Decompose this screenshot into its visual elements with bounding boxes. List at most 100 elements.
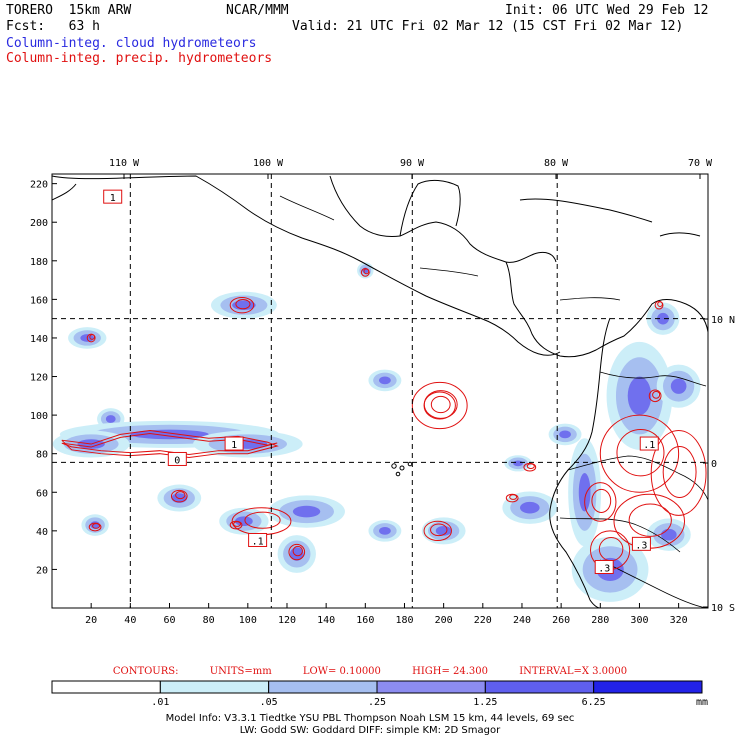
- left-tick-label: 40: [36, 527, 48, 538]
- bottom-tick-label: 320: [670, 615, 688, 626]
- cloud-blob-core: [670, 378, 687, 394]
- colorbar-segment: [268, 680, 378, 694]
- contour-label-box: [103, 189, 123, 204]
- contour-label-box: [631, 536, 651, 551]
- cloud-blob-core: [559, 430, 571, 439]
- colorbar-label: .05: [260, 697, 278, 708]
- colorbar-segment: [484, 680, 595, 694]
- colorbar: .01 .05 .25 1.25 6.25 mm: [51, 680, 708, 708]
- cuba-coastline: [519, 198, 653, 223]
- contour-label: 1: [110, 193, 116, 204]
- contour-label-box: [224, 436, 244, 451]
- bottom-tick-label: 260: [552, 615, 570, 626]
- cloud-blob-core: [105, 415, 116, 423]
- bottom-tick-label: 200: [435, 615, 453, 626]
- contour-high: HIGH= 24.300: [412, 666, 489, 677]
- longitude-label: 80 W: [544, 158, 569, 169]
- left-tick-label: 220: [30, 180, 48, 191]
- cloud-hydrometeor-fill: [52, 262, 701, 602]
- contour-label-box: [594, 559, 614, 574]
- precip-contour-inner: [292, 545, 303, 557]
- bottom-tick-label: 180: [395, 615, 413, 626]
- precip-contour: [411, 381, 468, 430]
- contour-interval: INTERVAL=X 3.0000: [519, 666, 628, 677]
- colorbar-segment: [376, 680, 486, 694]
- precip-contour: [599, 414, 680, 493]
- precip-contour-inner: [591, 488, 612, 513]
- colorbar-label: 1.25: [473, 697, 497, 708]
- bottom-tick-label: 220: [474, 615, 492, 626]
- latitude-label: 10 N: [711, 315, 735, 326]
- cloud-blob-core: [435, 526, 452, 536]
- precip-contour: [229, 296, 255, 314]
- precip-band-contour: [61, 430, 279, 459]
- national-borders: [279, 195, 709, 609]
- model-info-line1: Model Info: V3.3.1 Tiedtke YSU PBL Thomp…: [165, 713, 575, 724]
- contour-labels: 1 1 0 .1 .1 .3 .3: [103, 189, 659, 574]
- field2-legend: Column-integ. precip. hydrometeors: [6, 51, 273, 66]
- field1-legend: Column-integ. cloud hydrometeors: [6, 36, 257, 51]
- precip-contour-inner: [175, 491, 186, 500]
- left-tick-label: 120: [30, 373, 48, 384]
- precip-contour: [650, 430, 707, 516]
- colorbar-segment: [159, 680, 270, 694]
- left-tick-label: 100: [30, 411, 48, 422]
- precip-contour-inner: [430, 395, 451, 414]
- precip-contour-inner: [430, 523, 448, 537]
- precip-contour-inner: [662, 446, 697, 498]
- cloud-blob-core: [379, 376, 391, 385]
- contour-label: .3: [598, 563, 610, 574]
- latitude-label: 0: [711, 459, 717, 470]
- left-tick-label: 160: [30, 295, 48, 306]
- gulf-coastline: [329, 175, 557, 263]
- contour-label: 1: [231, 440, 237, 451]
- precip-contour: [584, 482, 617, 522]
- left-tick-label: 80: [36, 450, 48, 461]
- cloud-blob-core: [379, 526, 391, 535]
- axis-ticks: [52, 174, 708, 608]
- contour-label: .3: [635, 540, 647, 551]
- contour-low: LOW= 0.10000: [302, 666, 381, 677]
- bottom-tick-label: 100: [239, 615, 257, 626]
- precip-contour: [86, 333, 96, 343]
- cloud-blob-core: [578, 472, 591, 512]
- latitude-label: 10 S: [711, 603, 735, 614]
- bottom-tick-label: 20: [85, 615, 97, 626]
- bottom-tick-label: 60: [163, 615, 175, 626]
- bottom-tick-label: 280: [591, 615, 609, 626]
- precip-contour: [505, 493, 519, 503]
- cloud-blob-core: [661, 528, 677, 541]
- precip-contour: [648, 389, 662, 403]
- precip-contour: [423, 391, 456, 420]
- cloud-blob-core: [520, 501, 540, 514]
- model-info-line2: LW: Godd SW: Goddard DIFF: simple KM: 2D…: [239, 725, 501, 736]
- axis-tick-labels: 20 40 60 80 100 120 140 160 180 200 220 240 260 280 30…: [30, 158, 735, 626]
- precip-contour-inner: [363, 268, 370, 275]
- central-america-coastline: [505, 261, 709, 358]
- bottom-tick-label: 160: [356, 615, 374, 626]
- precip-contour-inner: [92, 523, 101, 529]
- contour-label-box: [167, 451, 187, 466]
- bottom-tick-label: 120: [278, 615, 296, 626]
- contour-info-label: CONTOURS:: [112, 666, 179, 677]
- bottom-tick-label: 80: [203, 615, 215, 626]
- colorbar-label: .25: [368, 697, 386, 708]
- left-tick-label: 20: [36, 565, 48, 576]
- hispaniola-coastline: [659, 232, 701, 237]
- precip-contour-inner: [526, 463, 535, 470]
- colorbar-label: .01: [151, 697, 169, 708]
- precip-contour: [229, 520, 243, 530]
- galapagos-islands: [391, 461, 413, 477]
- left-tick-label: 140: [30, 334, 48, 345]
- precip-contour: [170, 489, 188, 503]
- coastlines: [51, 175, 709, 609]
- precip-contour-inner: [509, 494, 518, 500]
- center-label: NCAR/MMM: [226, 3, 289, 18]
- precip-contour: [423, 520, 452, 541]
- south-america-coastline: [549, 317, 611, 609]
- contour-label: 0: [174, 455, 180, 466]
- longitude-label: 100 W: [253, 158, 284, 169]
- left-tick-label: 60: [36, 488, 48, 499]
- contour-info: CONTOURS: UNITS=mm LOW= 0.10000 HIGH= 24…: [0, 666, 740, 677]
- precip-contour-inner: [657, 301, 663, 307]
